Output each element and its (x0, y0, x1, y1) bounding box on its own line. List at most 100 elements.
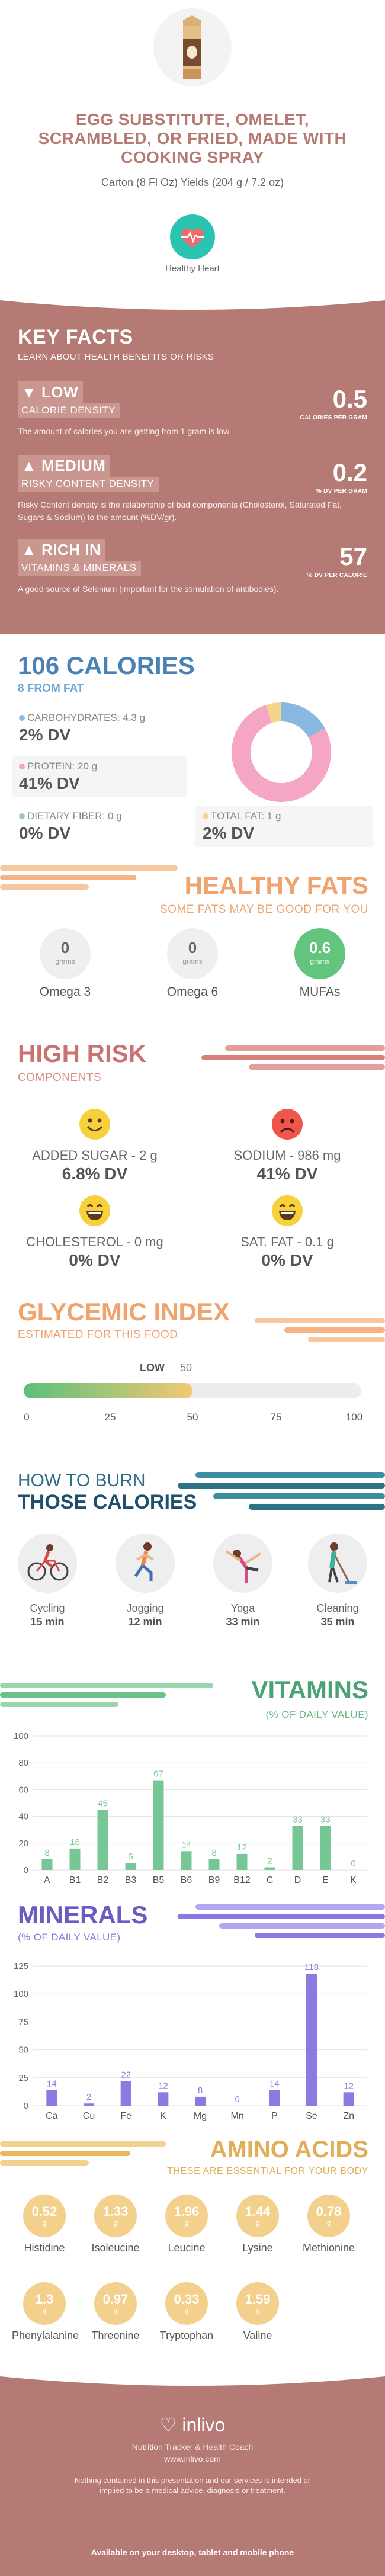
activity-minutes: 35 min (320, 1616, 355, 1628)
mineral-value-label: 22 (121, 2070, 131, 2080)
amino-acid-leucine: 1.96 g Leucine (154, 2195, 219, 2254)
mineral-bar-Zn (343, 2092, 354, 2106)
mineral-y-tick: 50 (18, 2045, 28, 2055)
vitamin-y-tick: 80 (18, 1758, 28, 1768)
fiber-label: DIETARY FIBER: 0 g (27, 810, 122, 822)
fact-level-tag: ▼ LOW (18, 381, 84, 403)
mineral-category-label: P (271, 2111, 278, 2121)
vitamin-value-label: 33 (293, 1814, 303, 1824)
decorative-stripe (178, 1914, 385, 1919)
amino-value: 1.3 (35, 2292, 54, 2306)
fiber-stat: DIETARY FIBER: 0 g 0% DV (12, 806, 187, 847)
fact-category: VITAMINS & MINERALS (18, 561, 142, 576)
glycemic-tick: 100 (345, 1411, 363, 1423)
glycemic-value: 50 (180, 1362, 192, 1374)
vitamin-value-label: 0 (351, 1859, 355, 1869)
mineral-category-label: Se (306, 2111, 317, 2121)
mineral-bar-P (269, 2090, 280, 2106)
vitamins-subtitle: (% OF DAILY VALUE) (265, 1709, 368, 1720)
burn-calories-section: HOW TO BURN THOSE CALORIES Cycling 15 mi… (0, 1460, 385, 1673)
minerals-subtitle: (% OF DAILY VALUE) (18, 1932, 121, 1943)
mineral-y-tick: 75 (18, 2017, 28, 2027)
decorative-stripe (178, 1483, 385, 1489)
fat-value-circle: 0 grams (167, 928, 218, 979)
fact-description: Risky Content density is the relationshi… (18, 500, 342, 522)
mineral-value-label: 14 (270, 2079, 280, 2089)
high-risk-title: HIGH RISK (18, 1040, 147, 1067)
risk-dv: 0% DV (261, 1251, 313, 1269)
vitamin-bar-B5 (153, 1780, 164, 1870)
footer: ♡ inlivo Nutrition Tracker & Health Coac… (0, 2372, 385, 2576)
minerals-section: MINERALS (% OF DAILY VALUE) 0 25 50 75 100 12… (0, 1892, 385, 2129)
vitamin-bar-B2 (97, 1810, 108, 1870)
protein-stat: PROTEIN: 20 g 41% DV (12, 756, 187, 797)
activity-name: Yoga (230, 1602, 255, 1614)
mineral-y-tick: 100 (14, 1989, 28, 1999)
amino-acid-threonine: 0.97 g Threonine (83, 2282, 148, 2342)
fat-unit: grams (182, 957, 203, 965)
protein-dot-icon (19, 764, 25, 769)
fact-vitamins-minerals: ▲ RICH IN VITAMINS & MINERALS 57 % DV PE… (18, 539, 367, 595)
footer-disclaimer: Nothing contained in this presentation a… (74, 2476, 311, 2495)
risk-dv: 41% DV (256, 1165, 318, 1183)
risk-dv: 6.8% DV (62, 1165, 128, 1183)
glycemic-bar-fill (24, 1383, 192, 1398)
warning-icon: ▲ (21, 457, 37, 474)
total-fat-stat: TOTAL FAT: 1 g 2% DV (195, 806, 373, 847)
amino-acids-subtitle: THESE ARE ESSENTIAL FOR YOUR BODY (167, 2166, 368, 2176)
vitamin-category-label: B1 (69, 1875, 81, 1885)
decorative-stripe (0, 884, 89, 890)
amino-name: Isoleucine (91, 2242, 140, 2254)
healthy-fats-section: HEALTHY FATS SOME FATS MAY BE GOOD FOR Y… (0, 862, 385, 1022)
vitamin-bar-B3 (125, 1863, 136, 1870)
mineral-category-label: K (160, 2111, 166, 2121)
decorative-stripe (195, 1472, 385, 1478)
risk-label: SAT. FAT - 0.1 g (240, 1234, 334, 1249)
footer-url[interactable]: www.inlivo.com (164, 2454, 221, 2463)
mineral-category-label: Zn (343, 2111, 354, 2121)
fat-name: Omega 3 (39, 985, 91, 999)
vitamin-bar-B6 (181, 1851, 192, 1870)
vitamin-y-tick: 20 (18, 1839, 28, 1849)
amino-unit: g (184, 2307, 189, 2314)
macro-donut-chart (232, 702, 331, 802)
fact-level: LOW (41, 383, 79, 401)
key-facts-subtitle: LEARN ABOUT HEALTH BENEFITS OR RISKS (18, 352, 214, 362)
fat-label: TOTAL FAT: 1 g (211, 810, 281, 822)
activity-cleaning: Cleaning 35 min (296, 1534, 379, 1628)
mineral-value-label: 2 (86, 2092, 91, 2102)
vitamin-category-label: K (350, 1875, 357, 1885)
fact-category: CALORIE DENSITY (18, 403, 121, 418)
fat-value-circle: 0 grams (40, 928, 91, 979)
risk-dv: 0% DV (69, 1251, 121, 1269)
happy-face-icon (79, 1109, 110, 1140)
mineral-bar-Se (306, 1974, 317, 2106)
activity-name: Cycling (30, 1602, 65, 1614)
calories-title: 106 CALORIES (18, 652, 195, 679)
key-facts-top-edge (0, 296, 385, 310)
vitamin-bar-D (292, 1826, 303, 1870)
decorative-stripe (255, 1318, 385, 1323)
risk-label: SODIUM - 986 mg (233, 1148, 341, 1163)
activity-minutes: 15 min (30, 1616, 65, 1628)
decorative-stripe (0, 1692, 166, 1698)
decorative-stripe (284, 1327, 385, 1333)
jogging-icon (134, 1542, 154, 1581)
activity-name: Cleaning (316, 1602, 359, 1614)
decorative-stripe (249, 1064, 385, 1070)
vitamins-section: VITAMINS (% OF DAILY VALUE) 0 20 40 60 80 100… (0, 1673, 385, 1892)
amino-value-circle: 1.3 g (23, 2282, 66, 2325)
mineral-y-tick: 125 (14, 1961, 28, 1971)
fat-omega6: 0 grams Omega 6 (145, 928, 240, 999)
fact-description: A good source of Selenium (important for… (18, 584, 279, 594)
fact-unit: % DV PER CALORIE (307, 572, 367, 579)
decorative-stripe (0, 865, 178, 871)
mineral-category-label: Mn (231, 2111, 244, 2121)
activity-yoga: Yoga 33 min (201, 1534, 284, 1628)
amino-value: 1.44 (245, 2204, 271, 2219)
glycemic-index-section: GLYCEMIC INDEX ESTIMATED FOR THIS FOOD L… (0, 1294, 385, 1460)
vitamin-value-label: 8 (211, 1848, 216, 1858)
fact-level-tag: ▲ RICH IN (18, 539, 106, 561)
risk-sodium: SODIUM - 986 mg 41% DV (198, 1108, 376, 1183)
